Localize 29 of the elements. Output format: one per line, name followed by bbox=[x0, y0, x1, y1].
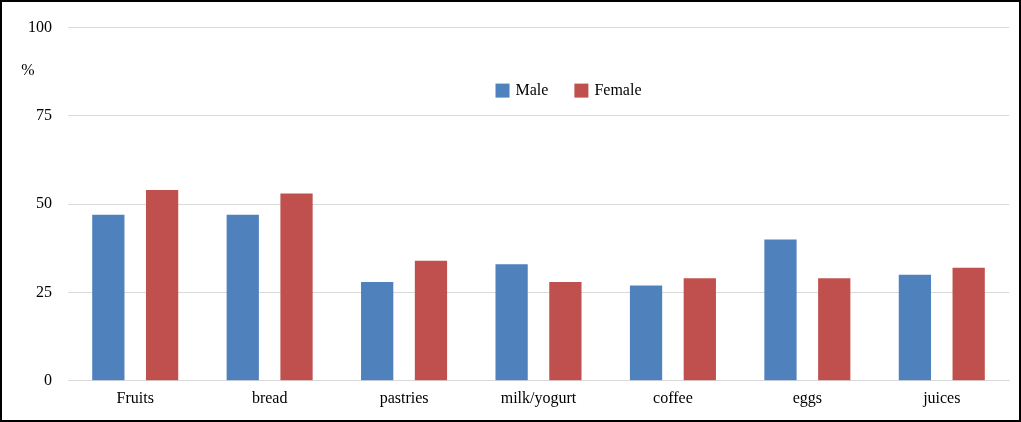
y-tick-label: 0 bbox=[44, 371, 52, 388]
bar bbox=[361, 281, 394, 381]
x-tick-label: Fruits bbox=[116, 388, 154, 406]
legend-label: Male bbox=[515, 80, 549, 98]
x-tick-label: pastries bbox=[379, 388, 429, 407]
bar bbox=[414, 260, 448, 381]
y-tick-label: 75 bbox=[36, 106, 52, 124]
legend-label: Female bbox=[594, 80, 642, 98]
x-tick-label: milk/yogurt bbox=[500, 388, 577, 407]
bar bbox=[226, 214, 259, 381]
bar bbox=[764, 239, 797, 381]
y-tick-label: 100 bbox=[28, 17, 52, 35]
x-tick-label: bread bbox=[251, 388, 288, 406]
bar bbox=[818, 278, 851, 381]
bar bbox=[549, 281, 582, 381]
y-tick-label: 50 bbox=[36, 194, 52, 212]
bar bbox=[145, 190, 179, 381]
bar bbox=[495, 264, 528, 381]
bar bbox=[629, 285, 663, 381]
y-axis-title: % bbox=[21, 61, 35, 79]
bar bbox=[952, 267, 985, 381]
x-tick-label: eggs bbox=[792, 388, 823, 407]
bar bbox=[683, 278, 716, 381]
x-tick-label: coffee bbox=[653, 388, 693, 406]
bar bbox=[92, 214, 125, 381]
x-tick-label: juices bbox=[922, 388, 961, 407]
bar bbox=[898, 274, 932, 381]
y-tick-label: 25 bbox=[36, 282, 52, 300]
bar bbox=[280, 193, 313, 381]
